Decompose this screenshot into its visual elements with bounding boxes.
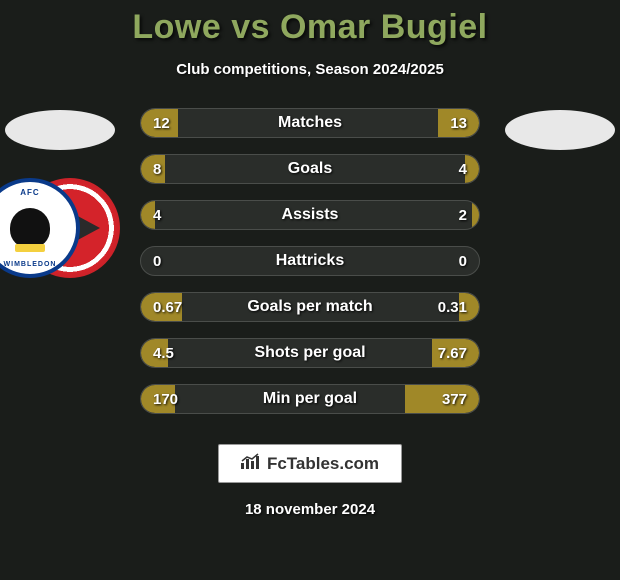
stat-label: Matches xyxy=(141,109,479,137)
fctables-text: FcTables.com xyxy=(267,454,379,474)
stat-label: Goals xyxy=(141,155,479,183)
stat-row: 4.57.67Shots per goal xyxy=(140,338,480,368)
footer-date: 18 november 2024 xyxy=(0,501,620,518)
player-photo-placeholder-right xyxy=(505,110,615,150)
stat-row: 84Goals xyxy=(140,154,480,184)
wimbledon-eagle-icon xyxy=(10,208,50,248)
player-photo-placeholder-left xyxy=(5,110,115,150)
stat-row: 42Assists xyxy=(140,200,480,230)
stat-row: 1213Matches xyxy=(140,108,480,138)
stat-label: Min per goal xyxy=(141,385,479,413)
wimbledon-arc-top: AFC xyxy=(20,188,39,197)
stat-bars-container: 1213Matches 84Goals 42Assists 00Hattricks 0.… xyxy=(140,108,480,430)
stat-row: 0.670.31Goals per match xyxy=(140,292,480,322)
stat-label: Goals per match xyxy=(141,293,479,321)
header: Lowe vs Omar Bugiel Club competitions, S… xyxy=(0,0,620,78)
stat-row: 170377Min per goal xyxy=(140,384,480,414)
page-title: Lowe vs Omar Bugiel xyxy=(0,8,620,47)
wimbledon-arc-bottom: WIMBLEDON xyxy=(4,261,57,268)
page-subtitle: Club competitions, Season 2024/2025 xyxy=(0,61,620,78)
stat-label: Hattricks xyxy=(141,247,479,275)
fctables-badge[interactable]: FcTables.com xyxy=(218,444,402,483)
stat-label: Assists xyxy=(141,201,479,229)
comparison-panel: AFC WIMBLEDON 1213Matches 84Goals 42Assist… xyxy=(0,108,620,438)
stat-row: 00Hattricks xyxy=(140,246,480,276)
chart-icon xyxy=(241,453,261,474)
stat-label: Shots per goal xyxy=(141,339,479,367)
footer: FcTables.com 18 november 2024 xyxy=(0,444,620,518)
